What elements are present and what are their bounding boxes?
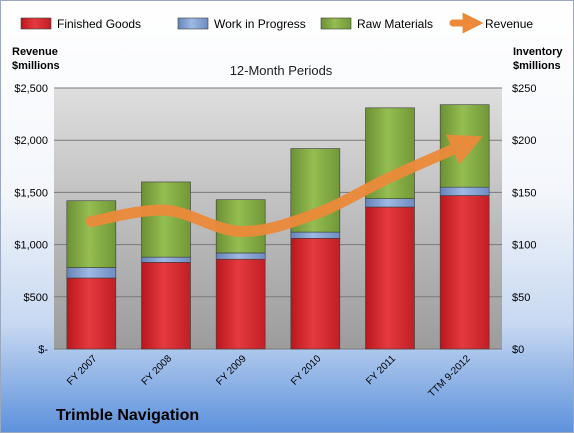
legend-swatch — [320, 17, 352, 30]
x-tick-label: FY 2009 — [214, 353, 249, 388]
right-tick-label: $200 — [512, 135, 536, 147]
right-tick-label: $0 — [512, 344, 524, 356]
x-tick-label: FY 2011 — [364, 353, 398, 387]
right-tick-label: $100 — [512, 240, 536, 252]
x-axis-ticks: FY 2007 FY 2008 FY 2009 FY 2010 FY 2011 TTM 9… — [65, 353, 473, 400]
gridlines — [54, 87, 502, 350]
bar-finished-goods-0 — [66, 277, 117, 350]
bar-work-in-progress-5 — [439, 186, 490, 196]
bar-work-in-progress-1 — [141, 256, 191, 263]
bar-work-in-progress-0 — [66, 267, 117, 279]
bar-raw-materials-0 — [66, 200, 117, 268]
legend-swatch — [20, 17, 52, 30]
x-tick-label: FY 2010 — [289, 353, 324, 388]
left-axis-ticks: $- $500 $1,000 $1,500 $2,000 $2,500 — [14, 83, 48, 356]
legend-label: Revenue — [485, 17, 533, 31]
left-tick-label: $1,000 — [14, 240, 48, 252]
right-axis-title: Inventory $millions — [513, 46, 563, 72]
bar-finished-goods-2 — [215, 258, 266, 350]
bar-finished-goods-1 — [141, 262, 191, 350]
left-tick-label: $2,000 — [14, 135, 48, 147]
right-tick-label: $150 — [512, 187, 536, 199]
x-tick-label: FY 2008 — [140, 353, 175, 388]
x-tick-label: TTM 9-2012 — [426, 353, 473, 400]
right-tick-label: $250 — [512, 83, 536, 95]
left-tick-label: $2,500 — [14, 83, 48, 95]
left-tick-label: $500 — [24, 292, 48, 304]
bar-work-in-progress-3 — [290, 231, 341, 239]
bar-work-in-progress-2 — [215, 252, 266, 260]
legend-label: Work in Progress — [214, 17, 306, 31]
chart-title: 12-Month Periods — [230, 63, 333, 78]
revenue-line — [85, 134, 483, 237]
legend-swatch — [177, 17, 209, 30]
company-name: Trimble Navigation — [56, 407, 200, 424]
left-tick-label: $- — [38, 344, 48, 356]
right-tick-label: $50 — [512, 292, 530, 304]
bar-finished-goods-4 — [365, 206, 415, 350]
bar-finished-goods-5 — [439, 195, 490, 350]
bar-finished-goods-3 — [290, 238, 341, 350]
legend: Finished Goods Work in Progress Raw Materi… — [20, 12, 533, 34]
legend-label: Finished Goods — [57, 17, 141, 31]
x-tick-label: FY 2007 — [65, 353, 100, 388]
revenue-line-path — [85, 134, 483, 237]
left-tick-label: $1,500 — [14, 187, 48, 199]
right-axis-ticks: $0 $50 $100 $150 $200 $250 — [512, 83, 536, 356]
bar-work-in-progress-4 — [365, 198, 415, 208]
legend-label: Raw Materials — [357, 17, 433, 31]
left-axis-title: Revenue $millions — [12, 46, 60, 72]
